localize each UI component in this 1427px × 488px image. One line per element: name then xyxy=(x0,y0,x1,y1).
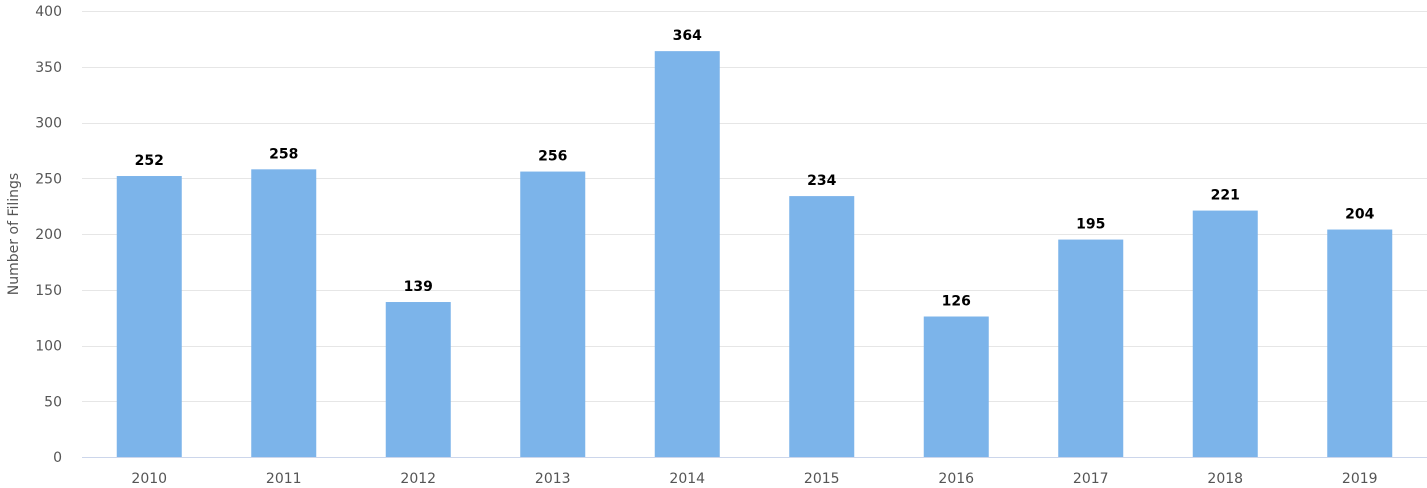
bar xyxy=(1058,239,1124,457)
x-tick-label: 2018 xyxy=(1207,471,1243,487)
bar xyxy=(789,196,855,457)
y-tick-label: 300 xyxy=(35,116,62,132)
y-tick-label: 200 xyxy=(35,227,62,243)
bar xyxy=(1192,210,1258,457)
y-tick-label: 100 xyxy=(35,339,62,355)
data-label: 364 xyxy=(673,28,702,44)
x-tick-label: 2015 xyxy=(804,471,840,487)
bar xyxy=(251,169,317,457)
y-tick-label: 50 xyxy=(44,394,62,410)
bar xyxy=(116,176,182,457)
x-tick-label: 2010 xyxy=(131,471,167,487)
data-label: 221 xyxy=(1211,188,1240,204)
bar xyxy=(385,302,451,457)
bar xyxy=(1327,229,1393,457)
x-tick-label: 2012 xyxy=(400,471,436,487)
x-tick-label: 2014 xyxy=(669,471,705,487)
data-label: 204 xyxy=(1345,207,1374,223)
x-tick-label: 2013 xyxy=(535,471,571,487)
bar xyxy=(520,171,586,457)
x-tick-label: 2016 xyxy=(938,471,974,487)
data-label: 139 xyxy=(404,279,433,295)
y-tick-label: 400 xyxy=(35,4,62,20)
data-label: 234 xyxy=(807,173,836,189)
x-tick-label: 2017 xyxy=(1073,471,1109,487)
bar xyxy=(654,51,720,457)
x-tick-label: 2019 xyxy=(1342,471,1378,487)
data-label: 258 xyxy=(269,146,298,162)
bar xyxy=(923,316,989,457)
data-label: 252 xyxy=(135,153,164,169)
y-axis-title: Number of Filings xyxy=(6,173,22,295)
y-axis-ticks: 0 50 100 150 200 250 300 350 400 xyxy=(35,4,62,466)
data-label: 126 xyxy=(942,294,971,310)
x-axis-ticks: 2010 2011 2012 2013 2014 2015 2016 2017 2018 2019 xyxy=(131,471,1377,487)
data-label: 256 xyxy=(538,149,567,165)
x-tick-label: 2011 xyxy=(266,471,302,487)
bars xyxy=(116,51,1393,457)
y-tick-label: 350 xyxy=(35,60,62,76)
y-tick-label: 150 xyxy=(35,283,62,299)
y-tick-label: 0 xyxy=(53,450,62,466)
data-labels: 252 258 139 256 364 234 126 195 221 204 xyxy=(135,28,1375,309)
y-tick-label: 250 xyxy=(35,171,62,187)
data-label: 195 xyxy=(1076,217,1105,233)
